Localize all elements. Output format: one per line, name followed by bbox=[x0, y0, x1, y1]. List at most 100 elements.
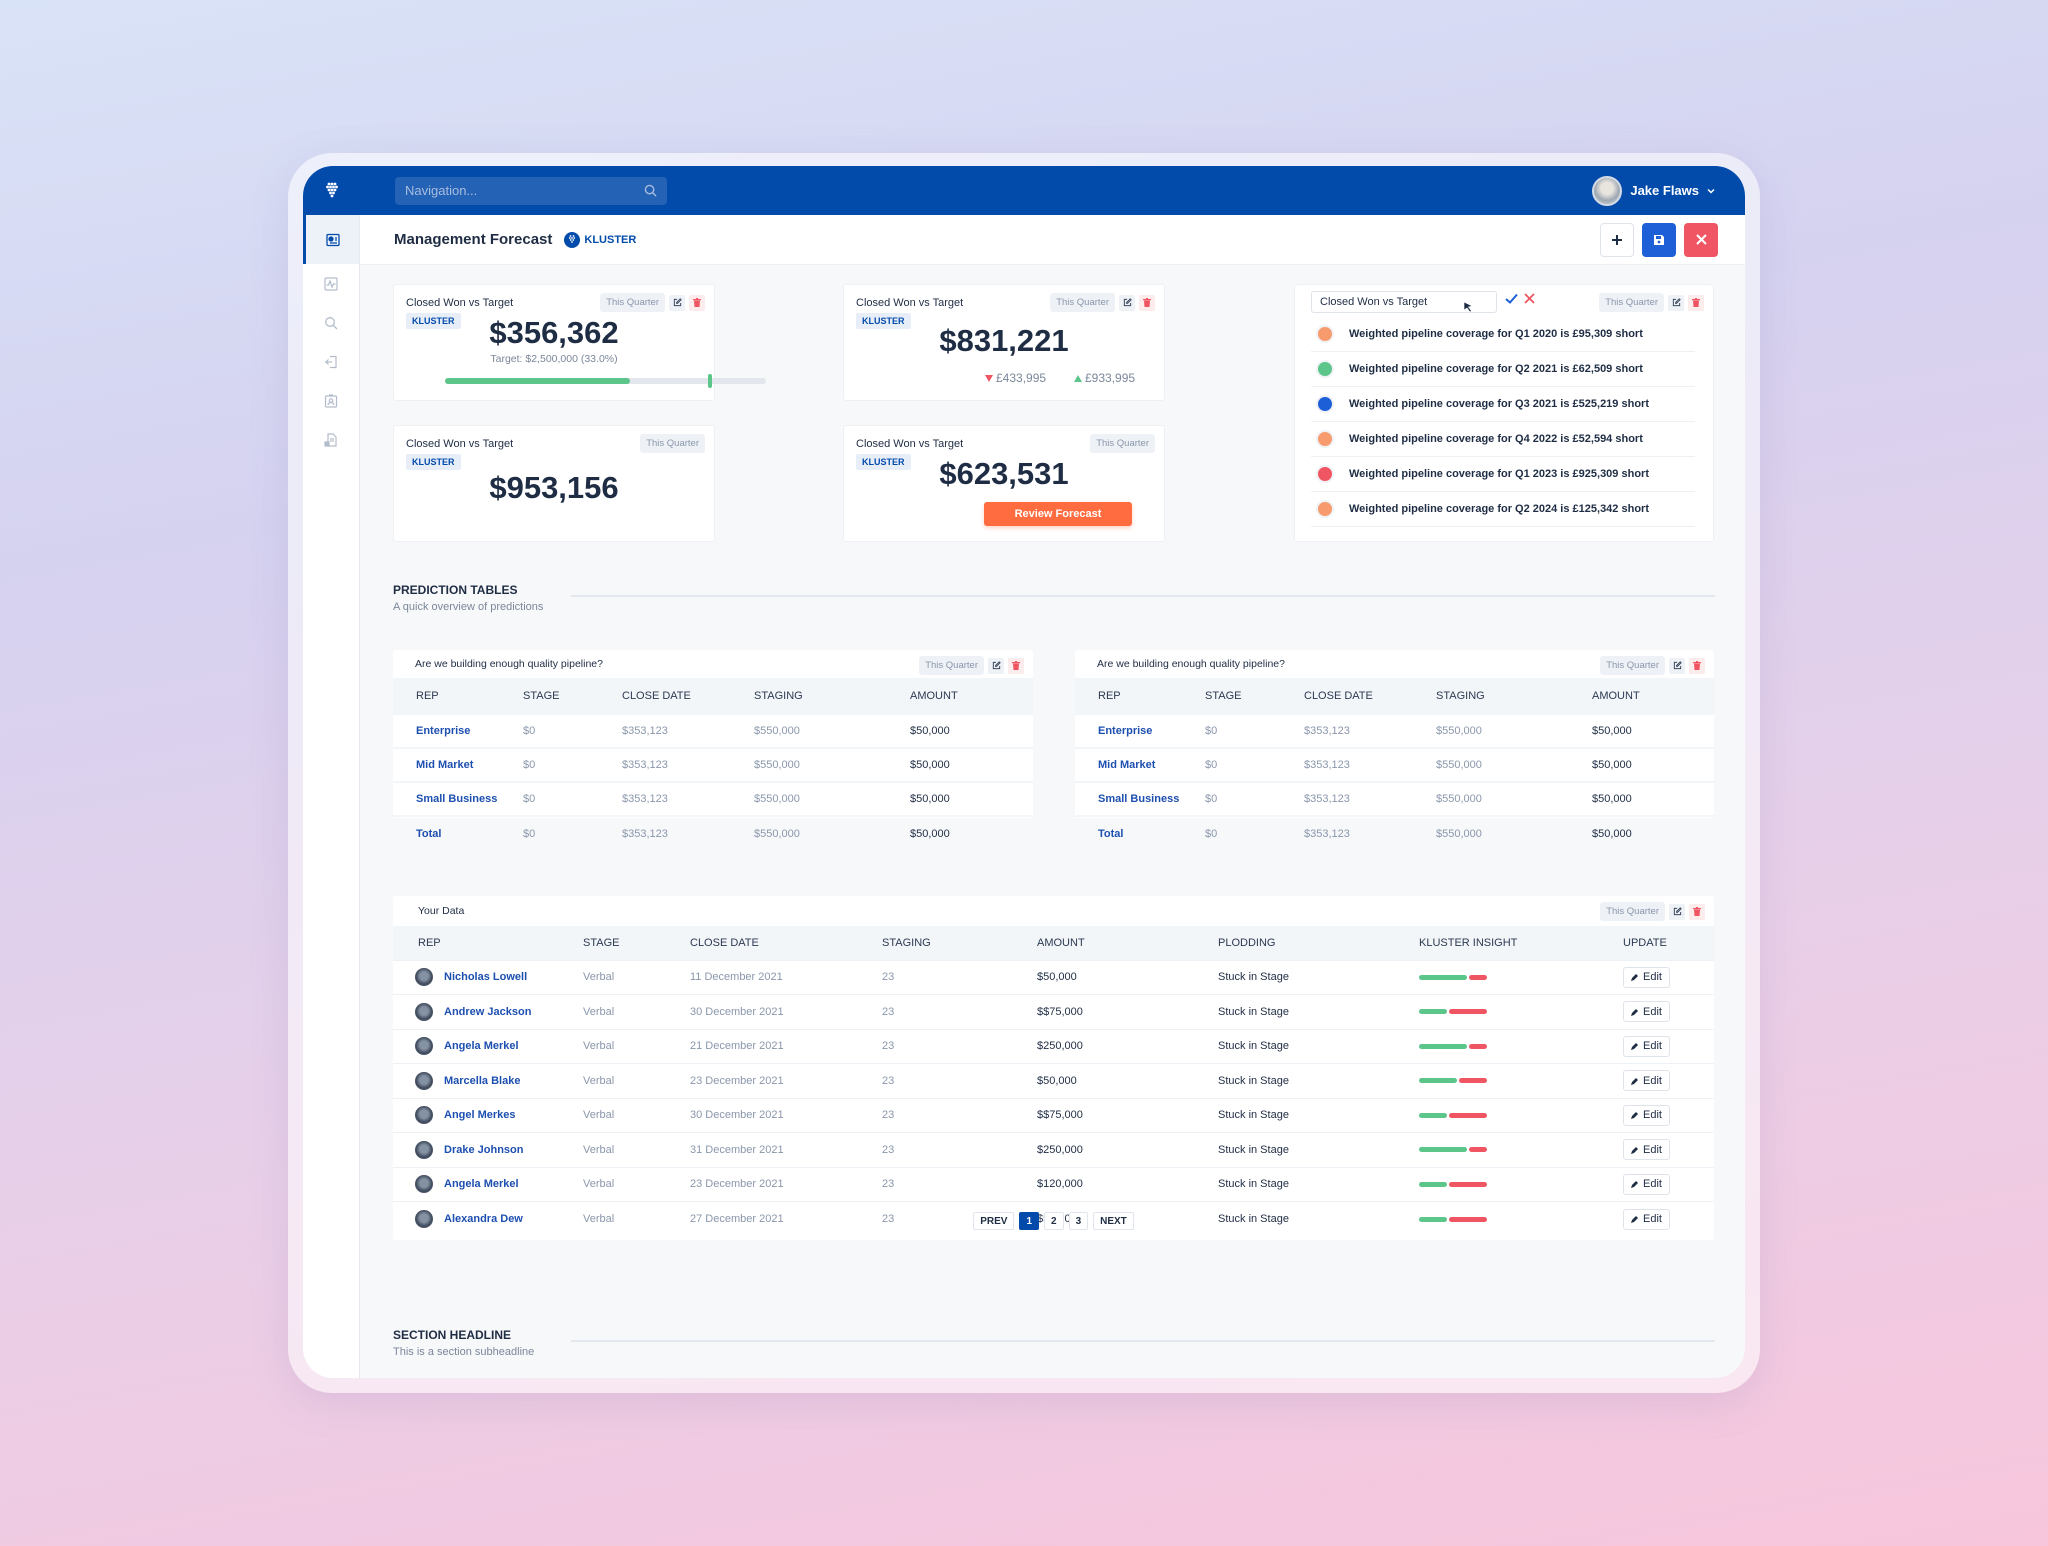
rep-link[interactable]: Angela Merkel bbox=[444, 1178, 519, 1191]
column-header[interactable]: KLUSTER INSIGHT bbox=[1419, 926, 1623, 960]
pagination-page-2[interactable]: 2 bbox=[1044, 1212, 1064, 1230]
rep-link[interactable]: Small Business bbox=[393, 781, 523, 816]
period-selector[interactable]: This Quarter bbox=[919, 656, 984, 675]
rep-link[interactable]: Mid Market bbox=[1075, 747, 1205, 782]
delete-icon[interactable] bbox=[1689, 657, 1705, 674]
plodding-cell: Stuck in Stage bbox=[1218, 959, 1419, 995]
prediction-table-card-2: Are we building enough quality pipeline?… bbox=[1075, 650, 1714, 850]
rep-link[interactable]: Nicholas Lowell bbox=[444, 971, 528, 984]
edit-row-button[interactable]: Edit bbox=[1623, 1173, 1670, 1195]
rep-link[interactable]: Angela Merkel bbox=[444, 1040, 519, 1053]
rep-link[interactable]: Mid Market bbox=[393, 747, 523, 782]
cancel-x-icon[interactable] bbox=[1524, 293, 1535, 304]
rep-link[interactable]: Marcella Blake bbox=[444, 1074, 521, 1087]
delete-icon[interactable] bbox=[689, 294, 705, 311]
edit-icon[interactable] bbox=[1669, 657, 1685, 674]
review-forecast-button[interactable]: Review Forecast bbox=[984, 502, 1132, 526]
navigation-search-input[interactable] bbox=[405, 183, 605, 198]
section-title: PREDICTION TABLES bbox=[393, 583, 518, 597]
card-title-input[interactable] bbox=[1311, 291, 1497, 313]
close-date-cell: 27 December 2021 bbox=[690, 1201, 882, 1236]
sidebar-item-login[interactable] bbox=[303, 342, 359, 381]
column-header[interactable]: REP bbox=[393, 926, 583, 960]
pagination-page-1[interactable]: 1 bbox=[1019, 1212, 1039, 1230]
column-header[interactable]: REP bbox=[393, 678, 523, 714]
period-selector[interactable]: This Quarter bbox=[1050, 293, 1115, 312]
edit-icon[interactable] bbox=[1669, 903, 1685, 920]
column-header[interactable]: AMOUNT bbox=[910, 678, 1033, 714]
column-header[interactable]: STAGING bbox=[754, 678, 910, 714]
rep-link[interactable]: Enterprise bbox=[393, 713, 523, 748]
section-subtitle: A quick overview of predictions bbox=[393, 601, 544, 613]
period-selector[interactable]: This Quarter bbox=[1090, 434, 1155, 453]
prediction-table-card-1: Are we building enough quality pipeline?… bbox=[393, 650, 1033, 850]
rep-link[interactable]: Angel Merkes bbox=[444, 1109, 516, 1122]
period-selector[interactable]: This Quarter bbox=[1600, 902, 1665, 921]
edit-row-button[interactable]: Edit bbox=[1623, 1139, 1670, 1161]
rep-link[interactable]: Total bbox=[393, 815, 523, 850]
navigation-search[interactable] bbox=[395, 176, 667, 205]
column-header[interactable]: STAGING bbox=[1436, 678, 1592, 714]
column-header[interactable]: CLOSE DATE bbox=[690, 926, 882, 960]
search-icon bbox=[325, 316, 338, 329]
kluster-logo-icon[interactable] bbox=[303, 182, 360, 200]
column-header[interactable]: STAGE bbox=[1205, 678, 1304, 714]
close-button[interactable] bbox=[1684, 222, 1718, 257]
pagination-next[interactable]: NEXT bbox=[1093, 1212, 1134, 1230]
sidebar-item-reports[interactable] bbox=[303, 420, 359, 459]
table-row: Angel Merkes Verbal 30 December 2021 23 … bbox=[393, 1097, 1714, 1133]
pagination-prev[interactable]: PREV bbox=[973, 1212, 1015, 1230]
check-icon[interactable] bbox=[1505, 293, 1518, 304]
delete-icon[interactable] bbox=[1688, 294, 1704, 311]
save-button[interactable] bbox=[1642, 222, 1676, 257]
rep-link[interactable]: Drake Johnson bbox=[444, 1143, 524, 1156]
card-tools: This Quarter bbox=[640, 434, 705, 453]
sidebar-item-search[interactable] bbox=[303, 303, 359, 342]
rep-link[interactable]: Small Business bbox=[1075, 781, 1205, 816]
period-selector[interactable]: This Quarter bbox=[640, 434, 705, 453]
rep-link[interactable]: Total bbox=[1075, 815, 1205, 850]
amount-cell: $250,000 bbox=[1037, 1132, 1218, 1167]
column-header[interactable]: CLOSE DATE bbox=[622, 678, 754, 714]
rep-link[interactable]: Alexandra Dew bbox=[444, 1212, 523, 1225]
delete-icon[interactable] bbox=[1139, 294, 1155, 311]
column-header[interactable]: CLOSE DATE bbox=[1304, 678, 1436, 714]
edit-row-button[interactable]: Edit bbox=[1623, 966, 1670, 988]
column-header[interactable]: PLODDING bbox=[1218, 926, 1419, 960]
add-button[interactable] bbox=[1600, 222, 1634, 257]
edit-row-button[interactable]: Edit bbox=[1623, 1208, 1670, 1230]
close-date-cell: 21 December 2021 bbox=[690, 1028, 882, 1064]
rep-link[interactable]: Enterprise bbox=[1075, 713, 1205, 748]
sidebar-item-activity[interactable] bbox=[303, 264, 359, 303]
pagination-page-3[interactable]: 3 bbox=[1068, 1212, 1089, 1230]
column-header[interactable]: REP bbox=[1075, 678, 1205, 714]
column-header[interactable]: STAGE bbox=[583, 926, 690, 960]
edit-row-button[interactable]: Edit bbox=[1623, 1104, 1670, 1126]
edit-icon[interactable] bbox=[1119, 294, 1135, 311]
column-header[interactable]: AMOUNT bbox=[1037, 926, 1218, 960]
edit-row-button[interactable]: Edit bbox=[1623, 1001, 1670, 1023]
delete-icon[interactable] bbox=[1008, 657, 1024, 674]
delete-icon[interactable] bbox=[1689, 903, 1705, 920]
status-dot bbox=[1316, 325, 1334, 343]
period-selector[interactable]: This Quarter bbox=[1600, 656, 1665, 675]
status-dot bbox=[1316, 500, 1334, 518]
edit-icon[interactable] bbox=[669, 294, 685, 311]
search-icon[interactable] bbox=[644, 184, 657, 197]
period-selector[interactable]: This Quarter bbox=[600, 293, 665, 312]
user-menu[interactable]: Jake Flaws bbox=[1592, 175, 1715, 206]
sidebar-item-dashboard[interactable] bbox=[303, 215, 359, 264]
metric-card-closed-won-3: Closed Won vs Target KLUSTER This Quarte… bbox=[393, 425, 715, 542]
sidebar-item-contacts[interactable] bbox=[303, 381, 359, 420]
column-header[interactable]: STAGE bbox=[523, 678, 622, 714]
edit-icon[interactable] bbox=[988, 657, 1004, 674]
edit-icon[interactable] bbox=[1668, 294, 1684, 311]
column-header[interactable]: UPDATE bbox=[1623, 926, 1714, 960]
page-title: Management Forecast bbox=[394, 231, 553, 248]
column-header[interactable]: AMOUNT bbox=[1592, 678, 1714, 714]
edit-row-button[interactable]: Edit bbox=[1623, 1035, 1670, 1057]
edit-row-button[interactable]: Edit bbox=[1623, 1070, 1670, 1092]
column-header[interactable]: STAGING bbox=[882, 926, 1037, 960]
rep-link[interactable]: Andrew Jackson bbox=[444, 1005, 532, 1018]
period-selector[interactable]: This Quarter bbox=[1599, 293, 1664, 312]
